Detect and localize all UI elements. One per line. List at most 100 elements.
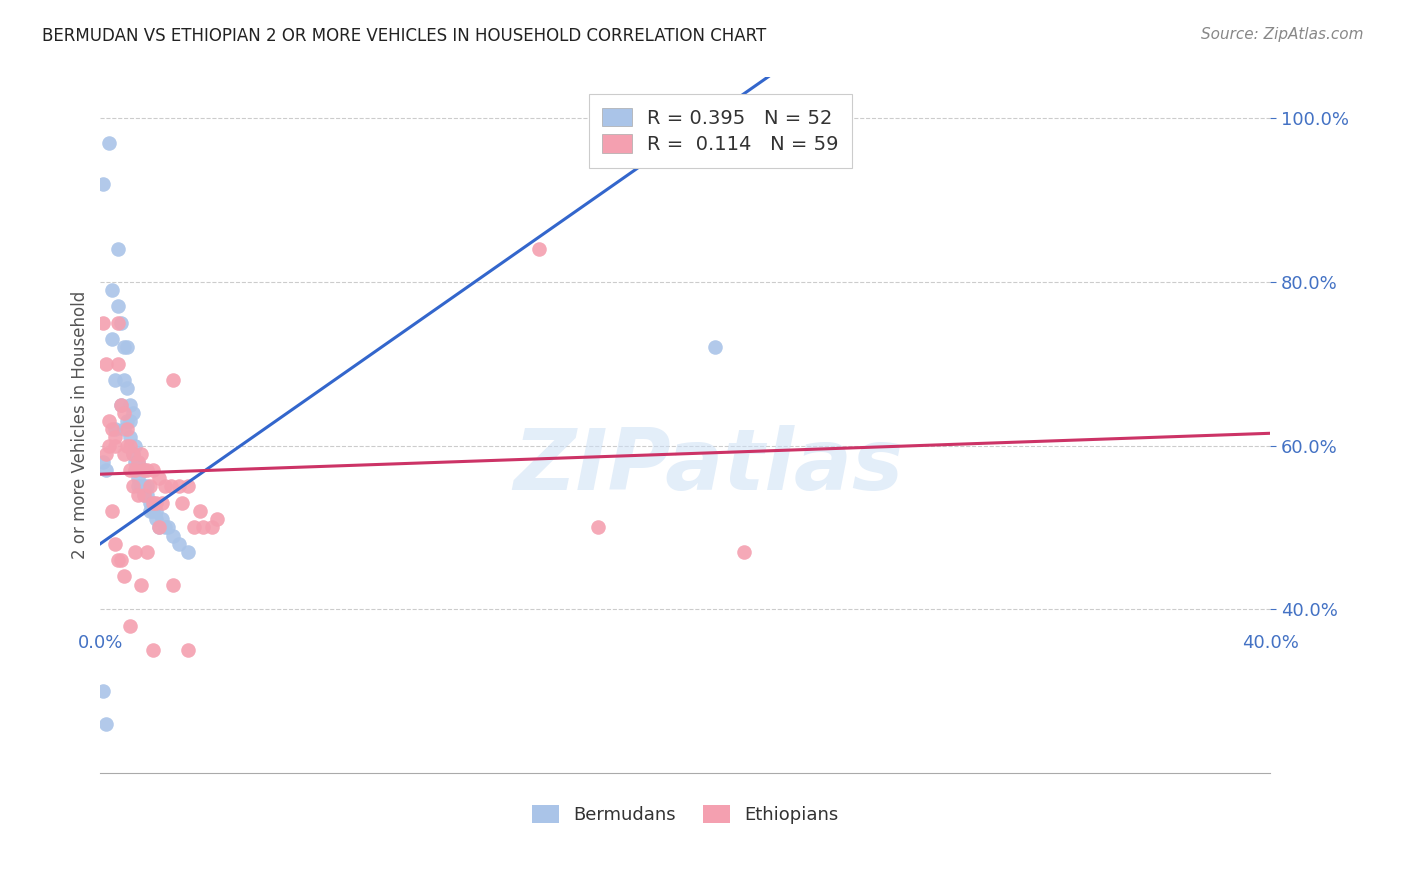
Point <box>156 520 179 534</box>
Point <box>101 504 124 518</box>
Point <box>104 438 127 452</box>
Point <box>145 496 167 510</box>
Point <box>177 545 200 559</box>
Point <box>96 357 118 371</box>
Point <box>121 447 143 461</box>
Point <box>207 512 229 526</box>
Point <box>127 479 149 493</box>
Point <box>134 463 156 477</box>
Point <box>129 463 152 477</box>
Point <box>134 488 156 502</box>
Point <box>112 422 135 436</box>
Point <box>142 643 165 657</box>
Point <box>110 398 132 412</box>
Point <box>142 496 165 510</box>
Point <box>124 463 146 477</box>
Point <box>124 455 146 469</box>
Point <box>150 496 173 510</box>
Point <box>134 463 156 477</box>
Point <box>118 618 141 632</box>
Point <box>107 357 129 371</box>
Point <box>145 512 167 526</box>
Point <box>91 455 114 469</box>
Point <box>127 488 149 502</box>
Point <box>124 463 146 477</box>
Point <box>91 684 114 698</box>
Point <box>129 447 152 461</box>
Legend: Bermudans, Ethiopians: Bermudans, Ethiopians <box>523 797 848 833</box>
Point <box>127 455 149 469</box>
Point <box>115 438 138 452</box>
Point <box>98 438 121 452</box>
Point <box>121 479 143 493</box>
Point <box>162 577 184 591</box>
Point <box>177 479 200 493</box>
Point <box>104 422 127 436</box>
Point <box>118 414 141 428</box>
Point <box>96 716 118 731</box>
Point <box>112 373 135 387</box>
Point <box>142 496 165 510</box>
Point <box>118 438 141 452</box>
Point <box>142 463 165 477</box>
Point <box>136 488 159 502</box>
Point <box>107 242 129 256</box>
Text: 0.0%: 0.0% <box>77 633 124 652</box>
Point <box>703 340 725 354</box>
Point <box>104 537 127 551</box>
Point <box>118 463 141 477</box>
Point <box>118 430 141 444</box>
Point <box>733 545 755 559</box>
Text: BERMUDAN VS ETHIOPIAN 2 OR MORE VEHICLES IN HOUSEHOLD CORRELATION CHART: BERMUDAN VS ETHIOPIAN 2 OR MORE VEHICLES… <box>42 27 766 45</box>
Point <box>136 463 159 477</box>
Point <box>191 520 214 534</box>
Text: Source: ZipAtlas.com: Source: ZipAtlas.com <box>1201 27 1364 42</box>
Text: ZIPatlas: ZIPatlas <box>513 425 904 508</box>
Point <box>101 332 124 346</box>
Point <box>104 430 127 444</box>
Point <box>112 447 135 461</box>
Point <box>145 504 167 518</box>
Point <box>107 553 129 567</box>
Point <box>177 643 200 657</box>
Point <box>134 479 156 493</box>
Point <box>148 471 170 485</box>
Point <box>121 447 143 461</box>
Point <box>188 504 211 518</box>
Y-axis label: 2 or more Vehicles in Household: 2 or more Vehicles in Household <box>72 291 89 559</box>
Point <box>110 316 132 330</box>
Point <box>169 479 191 493</box>
Point <box>136 479 159 493</box>
Point <box>115 340 138 354</box>
Point <box>162 373 184 387</box>
Point <box>142 504 165 518</box>
Point <box>169 537 191 551</box>
Point <box>129 479 152 493</box>
Point <box>124 545 146 559</box>
Text: 40.0%: 40.0% <box>1241 633 1299 652</box>
Point <box>183 520 205 534</box>
Point <box>162 528 184 542</box>
Point <box>96 447 118 461</box>
Point <box>200 520 222 534</box>
Point <box>153 479 176 493</box>
Point <box>121 406 143 420</box>
Point <box>115 414 138 428</box>
Point <box>98 414 121 428</box>
Point <box>159 479 181 493</box>
Point <box>150 512 173 526</box>
Point <box>139 496 162 510</box>
Point <box>153 520 176 534</box>
Point <box>112 569 135 583</box>
Point <box>172 496 194 510</box>
Point <box>107 316 129 330</box>
Point <box>127 471 149 485</box>
Point <box>91 316 114 330</box>
Point <box>136 545 159 559</box>
Point <box>98 136 121 150</box>
Point <box>104 373 127 387</box>
Point <box>112 340 135 354</box>
Point <box>139 504 162 518</box>
Point <box>148 520 170 534</box>
Point <box>118 398 141 412</box>
